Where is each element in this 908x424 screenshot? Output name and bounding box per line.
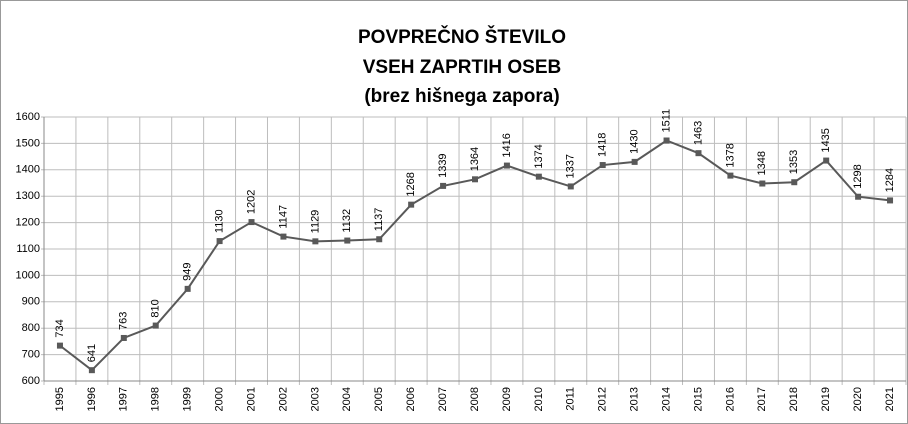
- data-label: 1364: [469, 147, 481, 171]
- data-label: 734: [54, 319, 66, 337]
- point-marker: [120, 334, 127, 341]
- data-label: 810: [150, 299, 162, 317]
- chart-title: POVPREČNO ŠTEVILO: [358, 26, 566, 48]
- point-marker: [823, 157, 830, 164]
- point-marker: [855, 193, 862, 200]
- data-label: 1202: [245, 190, 257, 214]
- point-marker: [599, 162, 606, 169]
- data-label: 1337: [565, 154, 577, 178]
- x-tick-label: 2011: [565, 387, 577, 411]
- data-label: 1147: [277, 205, 289, 229]
- x-tick-label: 2002: [277, 387, 289, 411]
- y-tick-label: 1300: [16, 190, 40, 202]
- x-tick-label: 2001: [245, 387, 257, 411]
- data-label: 1511: [660, 109, 672, 133]
- y-tick-label: 1000: [16, 269, 40, 281]
- point-marker: [887, 197, 894, 204]
- data-label: 1416: [501, 133, 513, 157]
- x-tick-label: 2003: [309, 387, 321, 411]
- x-tick-label: 2005: [373, 387, 385, 411]
- y-tick-label: 1600: [16, 111, 40, 123]
- point-marker: [567, 183, 574, 190]
- x-tick-label: 1998: [150, 387, 162, 411]
- point-marker: [88, 367, 95, 374]
- point-marker: [184, 285, 191, 292]
- data-label: 949: [182, 263, 194, 281]
- x-tick-label: 2012: [597, 387, 609, 411]
- x-tick-label: 1999: [182, 387, 194, 411]
- point-marker: [631, 158, 638, 165]
- x-tick-label: 2021: [884, 387, 896, 411]
- data-label: 1374: [533, 144, 545, 168]
- data-label: 1353: [788, 150, 800, 174]
- point-marker: [791, 179, 798, 186]
- point-marker: [56, 342, 63, 349]
- point-marker: [376, 236, 383, 243]
- data-label: 1348: [756, 151, 768, 175]
- x-tick-label: 2013: [629, 387, 641, 411]
- x-tick-label: 2007: [437, 387, 449, 411]
- x-tick-label: 1996: [86, 387, 98, 411]
- y-tick-label: 700: [22, 349, 40, 361]
- data-label: 1284: [884, 168, 896, 192]
- x-tick-label: 2000: [213, 387, 225, 411]
- chart-title: (brez hišnega zapora): [364, 86, 559, 107]
- point-marker: [535, 173, 542, 180]
- point-marker: [759, 180, 766, 187]
- point-marker: [312, 238, 319, 245]
- data-label: 1298: [852, 164, 864, 188]
- data-label: 1430: [629, 129, 641, 153]
- data-label: 1129: [309, 210, 321, 234]
- chart-title: VSEH ZAPRTIH OSEB: [363, 57, 561, 78]
- point-marker: [727, 172, 734, 179]
- data-label: 1137: [373, 208, 385, 232]
- point-marker: [280, 233, 287, 240]
- x-tick-label: 2009: [501, 387, 513, 411]
- data-label: 1132: [341, 209, 353, 233]
- point-marker: [440, 182, 447, 189]
- x-tick-label: 2015: [692, 387, 704, 411]
- point-marker: [663, 137, 670, 144]
- data-label: 1435: [820, 128, 832, 152]
- x-tick-label: 2019: [820, 387, 832, 411]
- point-marker: [408, 201, 415, 208]
- x-tick-label: 2020: [852, 387, 864, 411]
- point-marker: [472, 176, 478, 183]
- x-tick-label: 2016: [724, 387, 736, 411]
- data-label: 1339: [437, 153, 449, 177]
- point-marker: [503, 162, 510, 169]
- x-tick-label: 2006: [405, 387, 417, 411]
- data-label: 1463: [692, 121, 704, 145]
- data-label: 641: [86, 344, 98, 362]
- x-tick-label: 2010: [533, 387, 545, 411]
- x-tick-label: 2014: [660, 387, 672, 411]
- y-tick-label: 900: [22, 296, 40, 308]
- data-label: 1378: [724, 143, 736, 167]
- point-marker: [695, 150, 702, 157]
- point-marker: [344, 237, 351, 244]
- y-tick-label: 1200: [16, 217, 40, 229]
- x-tick-label: 2017: [756, 387, 768, 411]
- point-marker: [216, 238, 223, 245]
- data-label: 1418: [597, 133, 609, 157]
- x-tick-label: 1995: [54, 387, 66, 411]
- data-label: 1268: [405, 172, 417, 196]
- y-tick-label: 1400: [16, 164, 40, 176]
- point-marker: [248, 219, 255, 226]
- x-tick-label: 2018: [788, 387, 800, 411]
- data-label: 1130: [213, 209, 225, 233]
- x-tick-label: 1997: [118, 387, 130, 411]
- x-tick-label: 2008: [469, 387, 481, 411]
- y-tick-label: 1100: [16, 243, 40, 255]
- y-tick-label: 600: [22, 375, 40, 387]
- x-tick-label: 2004: [341, 387, 353, 411]
- point-marker: [152, 322, 159, 329]
- y-tick-label: 800: [22, 322, 40, 334]
- y-tick-label: 1500: [16, 137, 40, 149]
- data-label: 763: [118, 312, 130, 330]
